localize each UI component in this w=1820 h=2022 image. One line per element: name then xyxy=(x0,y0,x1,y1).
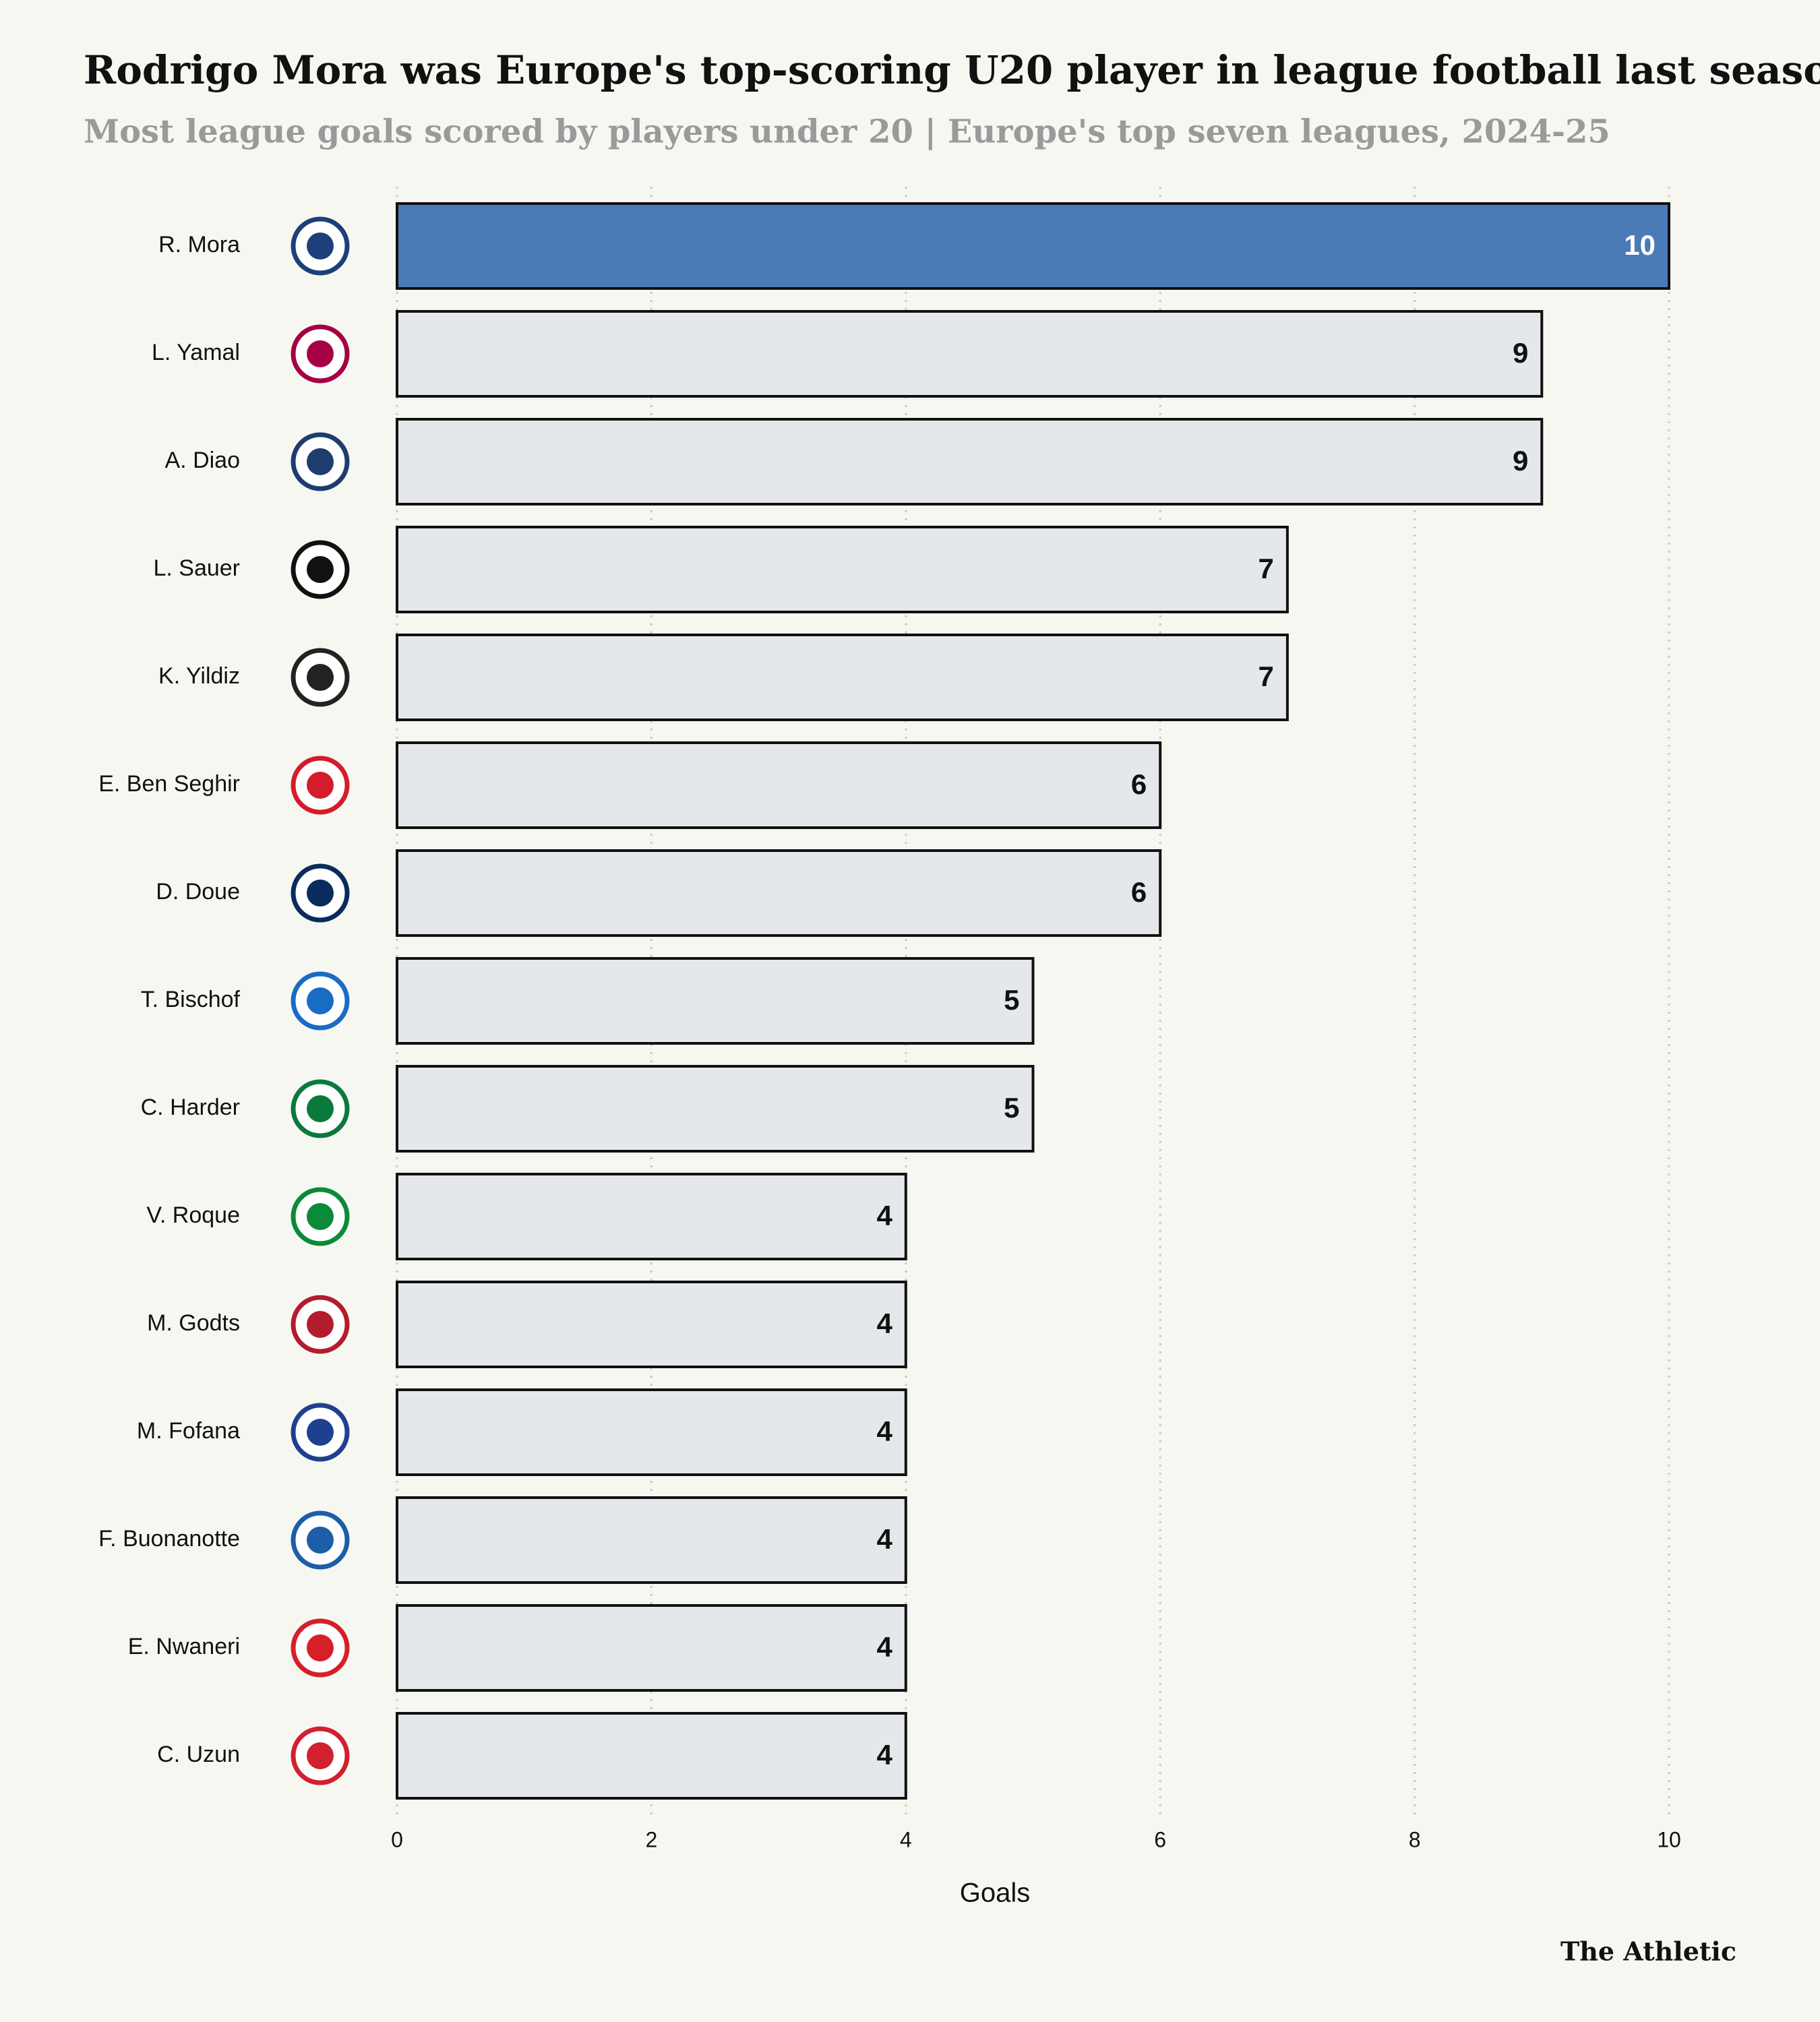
chart-title: Rodrigo Mora was Europe's top-scoring U2… xyxy=(84,47,1820,93)
value-label: 4 xyxy=(876,1415,892,1447)
bar xyxy=(396,634,1289,721)
bar xyxy=(396,1173,907,1260)
category-label: L. Yamal xyxy=(152,340,240,365)
bar xyxy=(396,418,1544,506)
category-label: F. Buonanotte xyxy=(98,1526,240,1552)
category-label: C. Harder xyxy=(141,1095,240,1120)
club-badge-core xyxy=(307,1742,334,1769)
value-label: 4 xyxy=(876,1631,892,1663)
bar xyxy=(396,526,1289,613)
bar xyxy=(396,202,1670,290)
bar xyxy=(396,1281,907,1368)
category-label: E. Ben Seghir xyxy=(98,771,240,797)
value-label: 4 xyxy=(876,1739,892,1771)
x-tick-label: 4 xyxy=(900,1827,912,1851)
bar xyxy=(396,1388,907,1476)
value-label: 4 xyxy=(876,1523,892,1555)
x-tick-label: 2 xyxy=(646,1827,658,1851)
brand: The Athletic xyxy=(1560,1936,1736,1967)
club-badge-core xyxy=(307,1311,334,1338)
club-badge-core xyxy=(307,664,334,691)
category-label: R. Mora xyxy=(158,232,240,257)
category-label: L. Sauer xyxy=(153,555,240,581)
club-badge-core xyxy=(307,448,334,475)
value-label: 9 xyxy=(1513,445,1528,477)
club-badge-core xyxy=(307,1419,334,1446)
club-badge-core xyxy=(307,1527,334,1554)
category-label: D. Doue xyxy=(156,879,240,905)
club-badge-core xyxy=(307,880,334,907)
bar xyxy=(396,1496,907,1584)
category-label: C. Uzun xyxy=(157,1742,240,1767)
x-tick-label: 10 xyxy=(1657,1827,1681,1851)
category-label: M. Godts xyxy=(147,1310,240,1336)
club-badge-core xyxy=(307,987,334,1014)
x-tick-label: 8 xyxy=(1409,1827,1421,1851)
value-label: 5 xyxy=(1004,984,1019,1016)
bar xyxy=(396,957,1035,1045)
chart-subtitle: Most league goals scored by players unde… xyxy=(84,113,1610,151)
value-label: 7 xyxy=(1258,661,1274,692)
bar xyxy=(396,741,1162,829)
category-label: V. Roque xyxy=(146,1202,240,1228)
bar xyxy=(396,1604,907,1692)
club-badge-core xyxy=(307,1095,334,1122)
value-label: 9 xyxy=(1513,337,1528,369)
value-label: 10 xyxy=(1624,229,1656,261)
value-label: 6 xyxy=(1131,876,1147,908)
category-label: T. Bischof xyxy=(141,987,241,1012)
club-badge-core xyxy=(307,340,334,367)
club-badge-core xyxy=(307,556,334,583)
club-badge-core xyxy=(307,772,334,799)
bar xyxy=(396,1065,1035,1153)
x-tick-label: 6 xyxy=(1154,1827,1166,1851)
category-label: M. Fofana xyxy=(137,1418,240,1444)
value-label: 5 xyxy=(1004,1092,1019,1124)
category-label: A. Diao xyxy=(165,448,241,473)
category-label: K. Yildiz xyxy=(158,663,240,689)
category-label: E. Nwaneri xyxy=(128,1634,240,1659)
club-badge-core xyxy=(307,1203,334,1230)
club-badge-core xyxy=(307,1634,334,1661)
bar xyxy=(396,1712,907,1800)
club-badge-core xyxy=(307,233,334,259)
x-tick-label: 0 xyxy=(391,1827,403,1851)
value-label: 7 xyxy=(1258,553,1274,584)
value-label: 6 xyxy=(1131,768,1147,800)
value-label: 4 xyxy=(876,1200,892,1231)
value-label: 4 xyxy=(876,1308,892,1339)
bar xyxy=(396,310,1544,398)
x-axis-label: Goals xyxy=(960,1878,1031,1908)
bar xyxy=(396,849,1162,937)
